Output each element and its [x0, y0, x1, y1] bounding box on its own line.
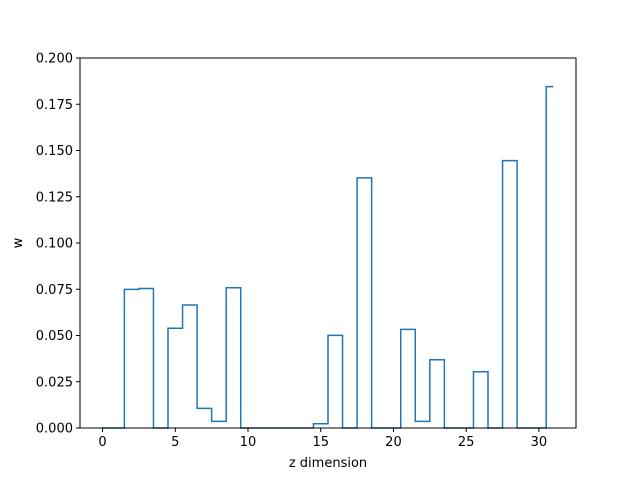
- series-layer: [102, 85, 554, 429]
- series-line: [102, 85, 554, 429]
- y-tick-label: 0.025: [36, 375, 73, 390]
- x-tick-label: 5: [171, 435, 179, 450]
- x-tick-label: 15: [312, 435, 329, 450]
- y-tick-label: 0.075: [36, 283, 73, 298]
- x-axis-label: z dimension: [289, 456, 367, 471]
- y-tick-label: 0.175: [36, 98, 73, 113]
- y-tick-label: 0.100: [36, 237, 73, 252]
- x-tick-label: 30: [531, 435, 548, 450]
- x-tick-label: 0: [98, 435, 106, 450]
- y-tick-label: 0.000: [36, 422, 73, 437]
- x-tick-label: 25: [458, 435, 475, 450]
- y-tick-label: 0.050: [36, 329, 73, 344]
- y-tick-label: 0.125: [36, 190, 73, 205]
- y-axis-label: w: [11, 237, 26, 248]
- y-axis: 0.000 0.025 0.050 0.075 0.100 0.125 0.150 0.175…: [36, 52, 80, 437]
- y-tick-label: 0.200: [36, 52, 73, 67]
- x-tick-label: 20: [385, 435, 402, 450]
- x-axis: 0 5 10 15 20 25 30: [98, 428, 547, 450]
- y-tick-label: 0.150: [36, 144, 73, 159]
- x-tick-label: 10: [240, 435, 257, 450]
